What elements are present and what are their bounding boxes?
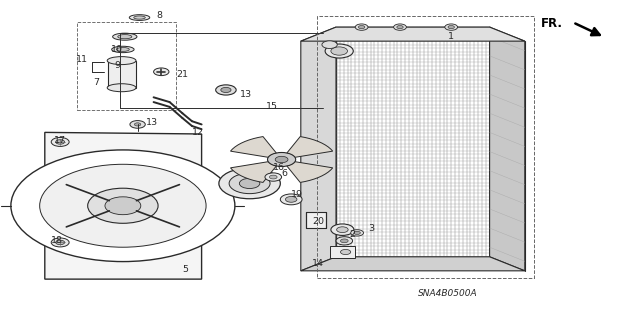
Text: 8: 8: [157, 11, 163, 20]
Circle shape: [105, 197, 141, 215]
Ellipse shape: [111, 46, 134, 53]
Text: 5: 5: [182, 265, 188, 274]
Text: 13: 13: [240, 90, 252, 99]
Circle shape: [354, 231, 360, 234]
Ellipse shape: [107, 56, 136, 64]
Text: 13: 13: [146, 118, 158, 127]
Text: SNA4B0500A: SNA4B0500A: [418, 289, 478, 298]
Circle shape: [221, 87, 231, 93]
Text: 9: 9: [114, 61, 120, 70]
Circle shape: [336, 237, 353, 245]
Text: 14: 14: [312, 259, 324, 268]
Circle shape: [397, 26, 403, 29]
Polygon shape: [45, 132, 202, 279]
Text: 17: 17: [54, 136, 67, 145]
Circle shape: [130, 121, 145, 128]
Circle shape: [268, 152, 296, 167]
Bar: [330, 246, 355, 258]
Circle shape: [448, 26, 454, 29]
Circle shape: [285, 197, 297, 202]
Circle shape: [51, 137, 69, 146]
Circle shape: [56, 240, 65, 245]
Text: 20: 20: [312, 217, 324, 226]
Ellipse shape: [107, 84, 136, 92]
Text: 2: 2: [349, 230, 355, 239]
Circle shape: [355, 24, 368, 30]
Bar: [108, 61, 136, 88]
Text: 10: 10: [111, 45, 123, 54]
Ellipse shape: [134, 16, 145, 19]
Bar: [306, 212, 326, 228]
Circle shape: [445, 24, 458, 30]
Text: 18: 18: [51, 236, 63, 245]
Text: 3: 3: [368, 224, 374, 233]
Polygon shape: [490, 27, 525, 271]
Text: 6: 6: [282, 169, 287, 178]
Circle shape: [331, 224, 354, 235]
Circle shape: [331, 47, 348, 55]
Text: 16: 16: [273, 163, 285, 172]
Circle shape: [322, 41, 337, 48]
Ellipse shape: [116, 48, 129, 51]
Ellipse shape: [113, 33, 137, 40]
Circle shape: [56, 140, 65, 144]
Circle shape: [269, 175, 277, 179]
Circle shape: [229, 173, 270, 194]
Circle shape: [88, 188, 158, 223]
Polygon shape: [287, 162, 333, 182]
Circle shape: [280, 194, 302, 205]
Circle shape: [340, 239, 348, 243]
Text: 11: 11: [76, 55, 88, 63]
Circle shape: [340, 249, 351, 255]
Circle shape: [219, 168, 280, 199]
Circle shape: [351, 230, 364, 236]
Polygon shape: [230, 162, 276, 182]
Text: 12: 12: [192, 128, 204, 137]
Bar: [77, 22, 176, 110]
Circle shape: [275, 156, 288, 163]
Bar: [336, 27, 490, 257]
Circle shape: [51, 238, 69, 247]
Polygon shape: [301, 257, 525, 271]
Polygon shape: [301, 27, 525, 41]
Circle shape: [325, 44, 353, 58]
Circle shape: [358, 26, 365, 29]
Polygon shape: [230, 137, 276, 157]
Circle shape: [216, 85, 236, 95]
Text: 15: 15: [266, 102, 278, 111]
Circle shape: [134, 123, 141, 126]
Circle shape: [11, 150, 235, 262]
Text: 19: 19: [291, 190, 303, 199]
Bar: [317, 16, 534, 278]
Circle shape: [337, 227, 348, 233]
Circle shape: [394, 24, 406, 30]
Polygon shape: [287, 137, 333, 157]
Ellipse shape: [118, 34, 132, 39]
Circle shape: [40, 164, 206, 247]
Polygon shape: [301, 27, 336, 271]
Ellipse shape: [129, 15, 150, 20]
Circle shape: [154, 68, 169, 76]
Text: FR.: FR.: [541, 18, 563, 30]
Text: 7: 7: [93, 78, 99, 87]
Text: 21: 21: [176, 70, 188, 79]
Text: 1: 1: [448, 32, 454, 41]
Circle shape: [265, 173, 282, 181]
Circle shape: [239, 178, 260, 189]
